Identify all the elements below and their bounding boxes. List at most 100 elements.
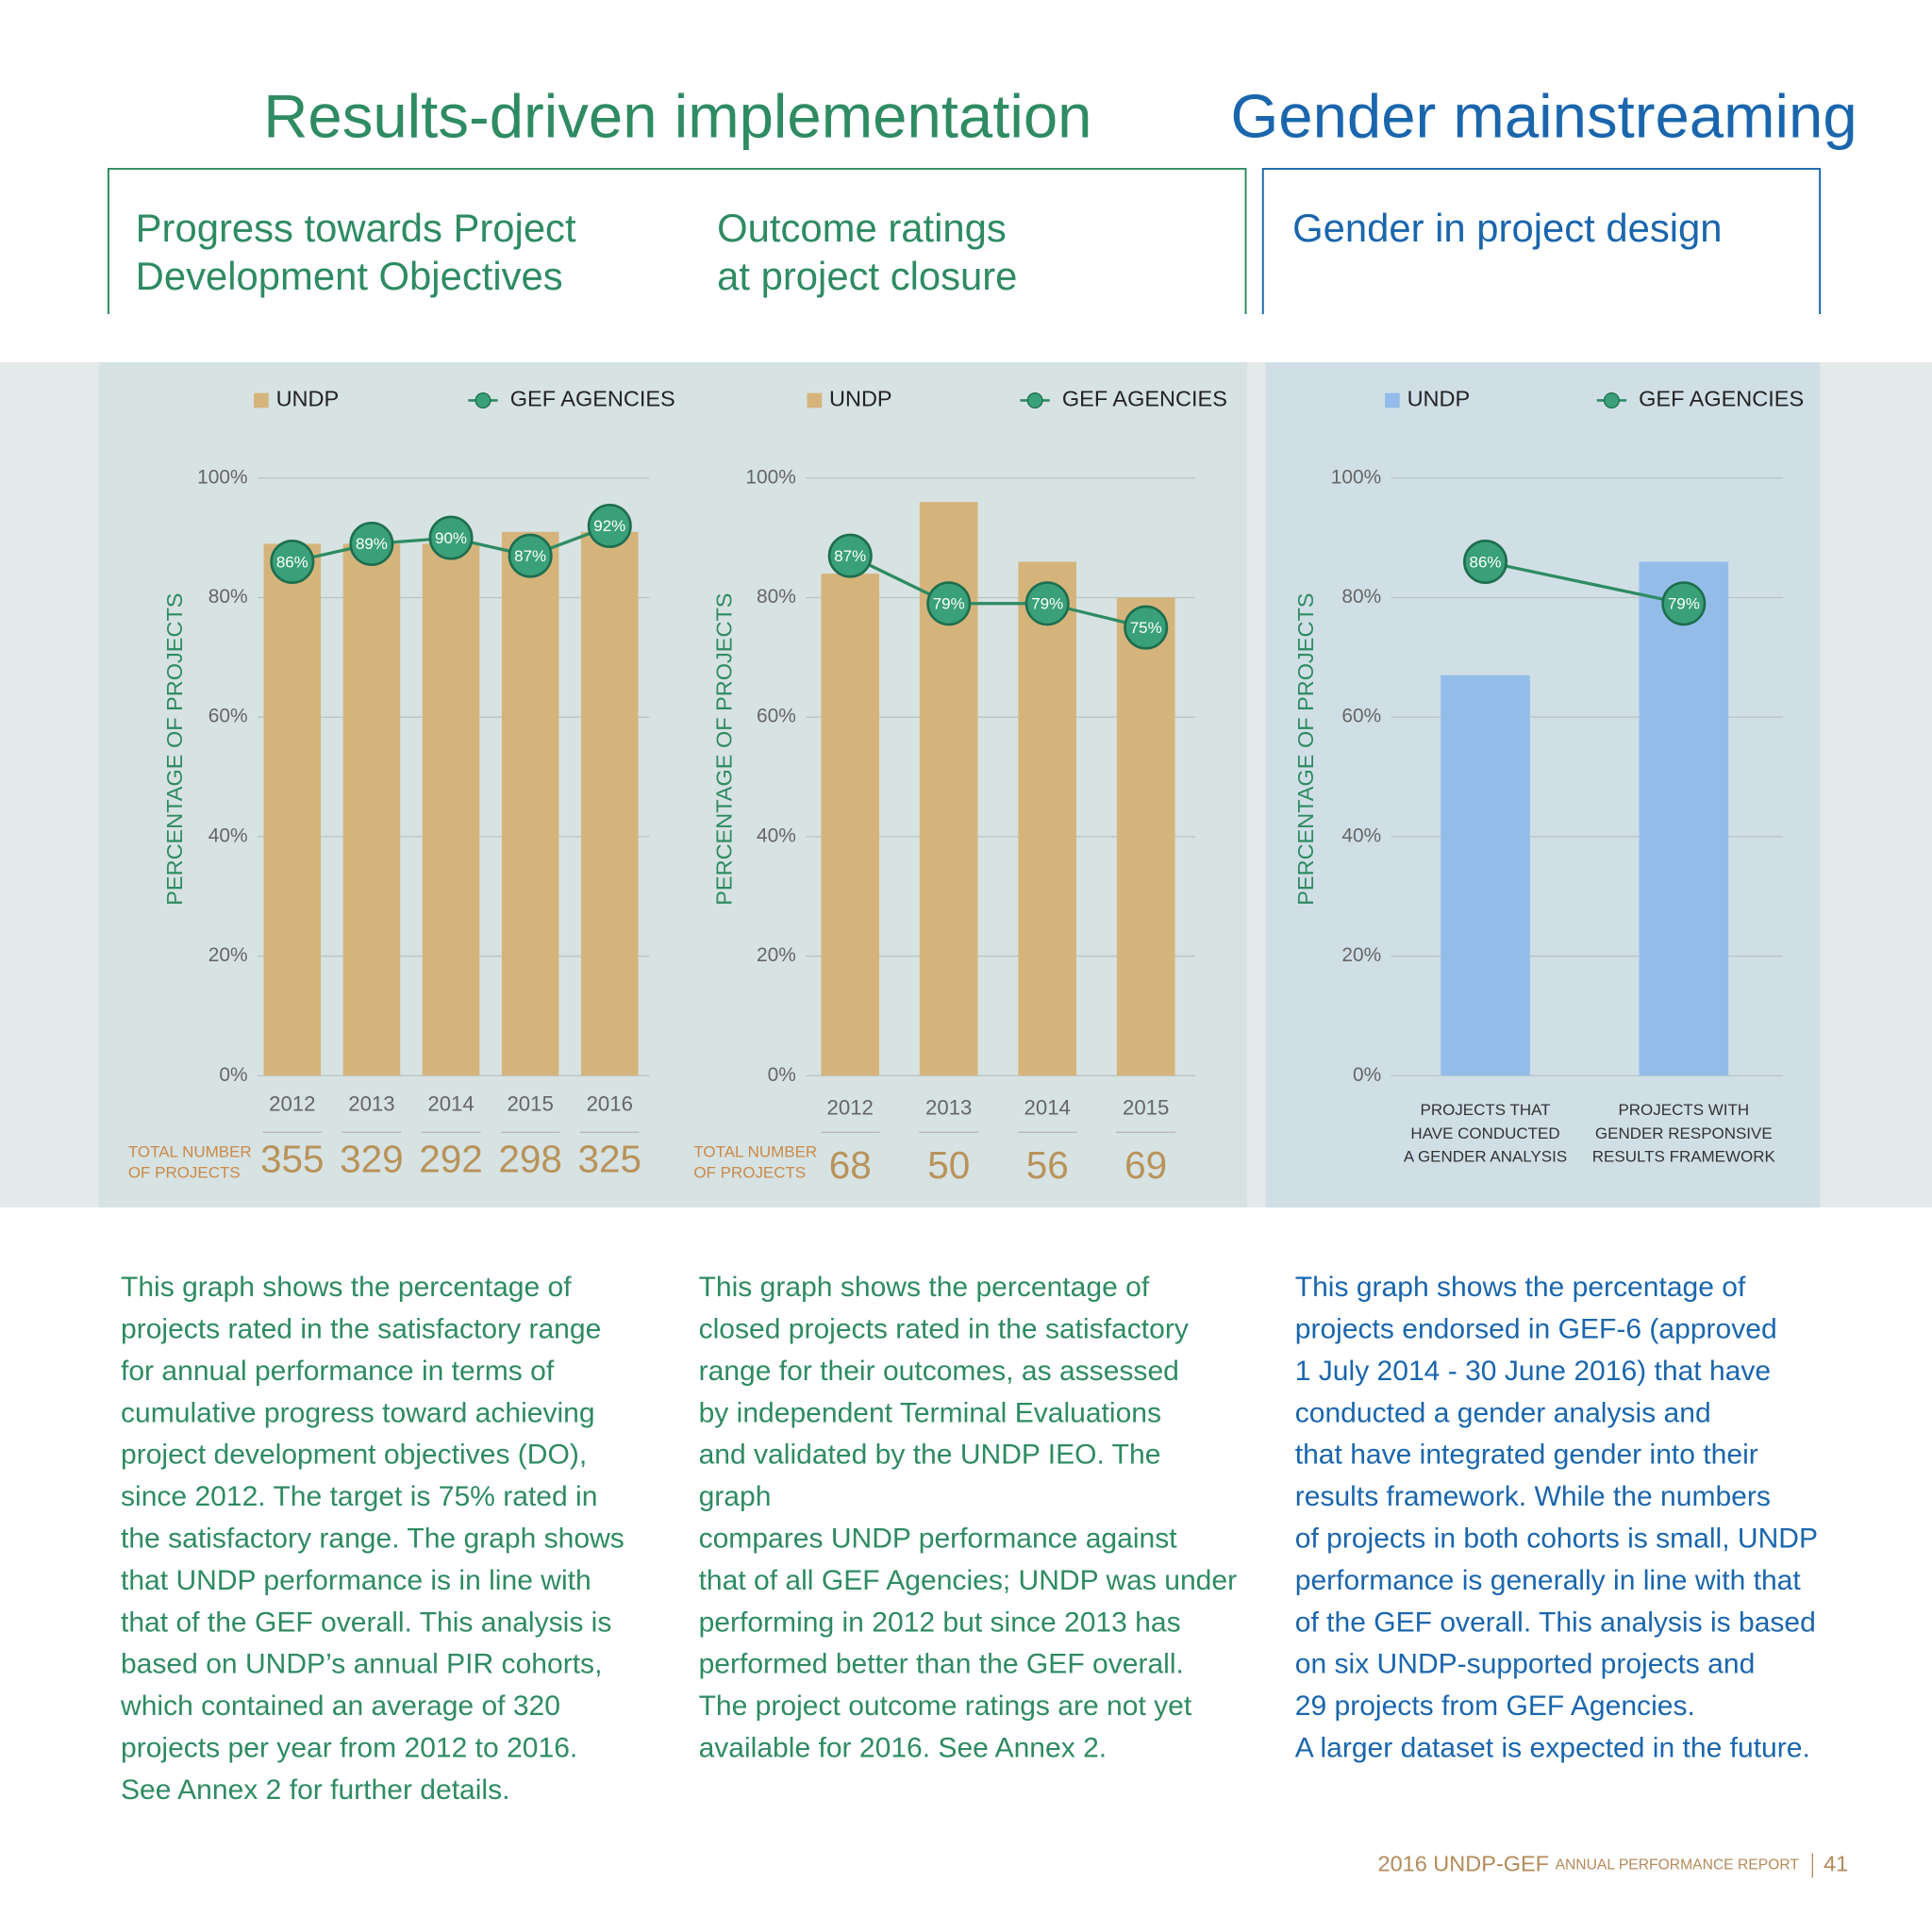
y-tick-label: 20% [208,944,248,966]
data-label: 79% [1668,595,1700,613]
data-label: 87% [514,547,546,565]
legend-marker [1026,391,1043,408]
line-marker [827,533,873,578]
x-tick-label: 2013 [925,1095,972,1119]
legend-swatch [254,392,269,408]
legend-marker [1603,391,1620,408]
legend-marker [475,391,491,408]
data-label: 86% [1470,553,1502,571]
description-box: This graph shows the percentage of close… [698,1270,1238,1764]
description: This graph shows the percentage of close… [698,1270,1238,1764]
line-marker [587,503,632,548]
description-box: This graph shows the percentage of proje… [1295,1271,1818,1763]
y-tick-label: 0% [219,1064,247,1086]
y-axis-title: PERCENTAGE OF PROJECTS [1293,593,1318,906]
bar [501,531,559,1076]
line-marker [1124,605,1169,650]
total-count: 56 [1026,1143,1069,1187]
legend-swatch [807,392,823,408]
totals-label: TOTAL NUMBER OF PROJECTS [127,1141,252,1182]
totals-label-box: TOTAL NUMBER OF PROJECTS [693,1141,818,1182]
legend-label: GEF AGENCIES [1639,387,1804,411]
x-tick-label: 2013 [348,1091,394,1115]
bar [821,574,880,1076]
y-tick-label: 100% [1331,466,1381,488]
y-tick-label: 80% [757,586,796,608]
y-tick-label: 0% [1353,1064,1381,1086]
bar [1639,561,1729,1076]
data-label: 79% [1031,595,1063,613]
data-label: 86% [276,553,308,571]
y-tick-label: 60% [1341,706,1381,727]
header-box [1261,167,1822,315]
bar [342,543,401,1076]
line-marker [270,539,315,584]
total-count: 69 [1124,1143,1167,1187]
y-tick-label: 80% [208,586,248,608]
x-tick-label: 2012 [269,1091,315,1115]
footer-report: 2016 UNDP-GEF ANNUAL PERFORMANCE REPORT [1378,1852,1800,1876]
x-tick-label: PROJECTS THAT HAVE CONDUCTED A GENDER AN… [1403,1100,1568,1166]
total-count: 292 [419,1137,483,1180]
x-tick-label: 2012 [827,1095,874,1119]
data-label: 90% [435,529,467,547]
y-tick-label: 60% [757,706,796,727]
section-title: Results-driven implementation [263,81,1091,150]
chart-title: Gender in project design [1292,206,1723,251]
x-tick-label: 2015 [507,1091,553,1115]
y-tick-label: 100% [745,466,795,488]
chart-title: Outcome ratings at project closure [717,206,1018,299]
y-tick-label: 40% [1341,824,1381,846]
total-count: 355 [260,1137,325,1180]
line-marker [1463,539,1508,584]
total-count: 68 [829,1143,872,1187]
data-label: 79% [933,595,965,613]
legend-label: UNDP [829,387,892,411]
legend-swatch [1385,392,1400,408]
bar [1441,675,1530,1076]
x-tick-label: 2014 [1024,1095,1071,1119]
chart-title-box: Outcome ratings at project closure [717,206,1018,299]
total-count: 50 [927,1143,970,1187]
bar [263,543,322,1076]
x-tick-label: PROJECTS WITH GENDER RESPONSIVE RESULTS … [1591,1100,1775,1166]
chart-title-box: Gender in project design [1292,206,1723,251]
y-tick-label: 40% [208,824,248,846]
bar [580,531,639,1076]
y-axis-title: PERCENTAGE OF PROJECTS [712,593,737,906]
data-label: 89% [356,535,388,553]
data-label: 87% [834,547,866,565]
legend-label: UNDP [276,387,340,411]
bar [422,543,480,1076]
header-box [107,167,1247,315]
panel [1265,362,1821,1208]
y-tick-label: 80% [1341,586,1381,608]
footer-report-main: 2016 UNDP-GEF [1378,1852,1550,1876]
totals-label-box: TOTAL NUMBER OF PROJECTS [127,1141,252,1182]
line [1485,559,1685,606]
line-marker [349,521,394,566]
totals-label: TOTAL NUMBER OF PROJECTS [693,1141,818,1182]
y-tick-label: 0% [768,1064,796,1086]
x-tick-label-box: PROJECTS WITH GENDER RESPONSIVE RESULTS … [1591,1100,1775,1166]
bar [1116,597,1175,1076]
bar [1018,561,1077,1076]
description-box: This graph shows the percentage of proje… [121,1271,625,1806]
y-tick-label: 20% [1341,944,1381,966]
line [849,554,1147,629]
chart-title: Progress towards Project Development Obj… [135,206,576,299]
x-tick-label: 2014 [427,1091,474,1115]
x-tick-label: 2015 [1123,1095,1169,1119]
page-number: 41 [1824,1852,1848,1876]
total-count: 325 [578,1137,642,1180]
y-tick-label: 40% [757,824,796,846]
total-count: 329 [340,1137,404,1180]
line-marker [508,533,553,578]
legend-label: UNDP [1407,387,1471,411]
total-count: 298 [498,1137,562,1180]
data-label: 75% [1130,619,1162,637]
x-tick-label: 2016 [587,1091,633,1115]
y-tick-label: 100% [197,466,247,488]
line-marker [1661,581,1707,626]
